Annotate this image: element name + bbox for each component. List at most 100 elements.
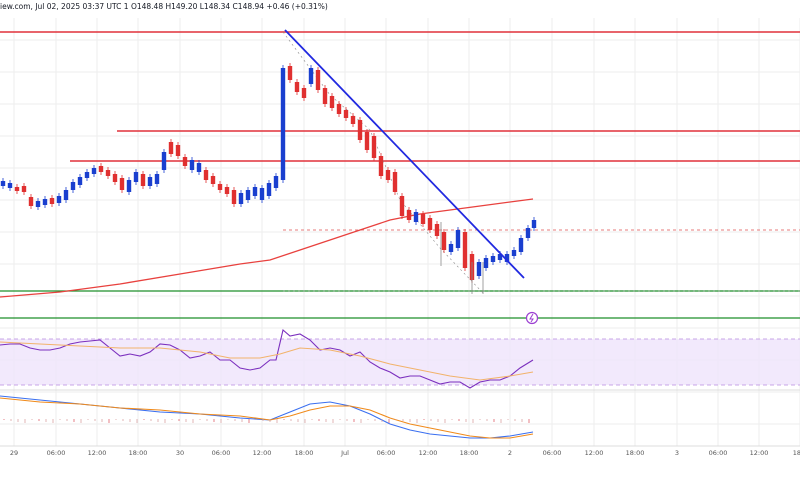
candle-body-63 [441,232,447,250]
candle-body-6 [42,199,48,205]
x-tick-label-1: 06:00 [47,449,66,457]
candle-body-54 [378,156,384,176]
candle-body-75 [525,228,531,238]
candle-body-18 [126,180,132,192]
macd-pane[interactable] [0,395,534,439]
x-tick-label-3: 18:00 [129,449,148,457]
x-tick-label-13: 06:00 [543,449,562,457]
candle-body-17 [119,178,125,190]
candle-body-26 [182,157,188,166]
candle-body-39 [273,176,279,188]
x-tick-label-4: 30 [176,449,184,457]
moving-average-line [0,198,534,298]
candle-body-2 [14,187,20,191]
candle-body-66 [462,232,468,268]
candle-body-37 [259,188,265,200]
candle-body-49 [343,110,349,118]
candle-body-70 [490,256,496,262]
candle-body-55 [385,170,391,180]
candle-body-68 [476,262,482,276]
rsi-line [0,328,534,389]
candle-body-57 [399,196,405,216]
candle-body-44 [308,68,314,84]
candle-body-48 [336,104,342,114]
x-tick-label-8: Jul [340,449,349,457]
candle-body-9 [63,190,69,200]
candle-body-65 [455,230,461,248]
rsi-band [0,339,800,385]
x-tick-label-15: 18:00 [626,449,645,457]
price-pane[interactable] [0,29,800,325]
x-tick-label-10: 12:00 [419,449,438,457]
macd-line [0,395,534,439]
candle-body-22 [154,174,160,184]
lightning-circle-icon [525,311,539,325]
candle-body-3 [21,186,27,192]
x-tick-label-5: 06:00 [212,449,231,457]
candle-body-76 [531,220,537,228]
candle-body-14 [98,166,104,172]
candle-body-20 [140,174,146,186]
candle-body-71 [497,254,503,260]
source-date-label: iew.com, Jul 02, 2025 03:37 UTC [0,2,122,11]
x-tick-label-16: 3 [675,449,679,457]
candle-body-36 [252,187,258,196]
candle-body-21 [147,177,153,186]
candle-body-34 [238,193,244,204]
x-tick-label-2: 12:00 [88,449,107,457]
candle-body-0 [0,181,6,186]
candle-body-31 [217,184,223,190]
candle-body-11 [77,177,83,185]
candle-body-27 [189,160,195,170]
candle-body-53 [371,136,377,158]
candle-body-42 [294,82,300,92]
candle-body-45 [315,70,321,90]
ohlc-header: iew.com, Jul 02, 2025 03:37 UTC 1 O148.4… [0,2,328,11]
candle-body-64 [448,244,454,252]
candle-body-33 [231,190,237,204]
candle-body-19 [133,172,139,182]
candle-body-38 [266,183,272,196]
x-tick-label-12: 2 [508,449,512,457]
candle-body-5 [35,201,41,207]
candle-body-50 [350,116,356,124]
candle-body-51 [357,120,363,140]
x-tick-label-19: 18:0 [793,449,800,457]
candle-body-58 [406,210,412,220]
candle-body-72 [504,254,510,262]
candle-body-60 [420,214,426,224]
candle-body-23 [161,152,167,170]
candle-body-43 [301,88,307,98]
x-tick-label-6: 12:00 [253,449,272,457]
candle-body-8 [56,196,62,203]
x-tick-label-11: 18:00 [460,449,479,457]
x-tick-label-17: 06:00 [709,449,728,457]
candle-body-30 [210,176,216,184]
candle-body-10 [70,182,76,190]
candle-body-46 [322,88,328,104]
lightning-glyph [529,313,534,323]
candle-body-15 [105,170,111,176]
candle-body-40 [280,68,286,180]
candle-body-62 [434,224,440,236]
bearish-trendline [284,29,525,279]
rsi-ma-line [0,341,534,381]
candle-body-16 [112,174,118,182]
candle-body-4 [28,197,34,206]
rsi-pane[interactable] [0,328,800,389]
x-tick-label-0: 29 [10,449,18,457]
time-axis: 29 06:00 12:00 18:00 30 06:00 12:00 18:00 Jul 06:… [10,449,800,457]
candle-body-1 [7,183,13,188]
candle-body-61 [427,218,433,230]
signal-line [0,397,534,439]
candle-body-56 [392,172,398,192]
candle-body-73 [511,250,517,256]
candle-body-41 [287,66,293,80]
candle-body-12 [84,172,90,178]
ohlc-values: 1 O148.48 H149.20 L148.34 C148.94 +0.46 … [123,2,328,11]
x-tick-label-14: 12:00 [585,449,604,457]
candle-body-13 [91,168,97,174]
x-tick-label-18: 12:00 [750,449,769,457]
